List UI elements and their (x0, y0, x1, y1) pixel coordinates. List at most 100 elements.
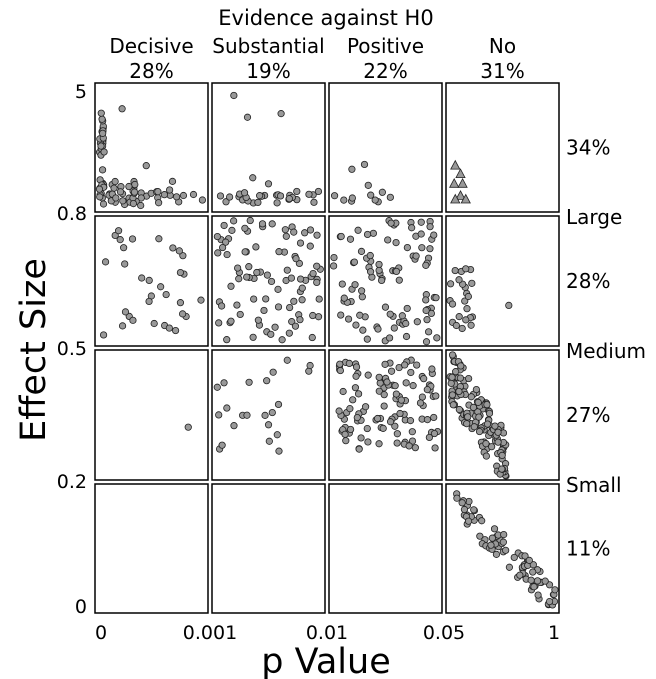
data-point (137, 201, 145, 210)
x-tick-label: 0.001 (183, 622, 237, 644)
data-point (111, 231, 119, 240)
data-point (492, 550, 501, 558)
data-point (155, 235, 163, 243)
data-point (375, 266, 383, 274)
data-point (348, 165, 356, 173)
effect-size-boundary-label: Small (566, 473, 622, 497)
data-point (458, 324, 466, 333)
data-point (215, 319, 223, 327)
data-point (131, 180, 139, 189)
data-point (216, 192, 225, 200)
data-point (276, 192, 285, 200)
data-point (283, 356, 291, 364)
data-point (458, 499, 466, 507)
data-point (505, 563, 514, 571)
data-point (97, 142, 105, 150)
data-point (125, 182, 133, 191)
data-point (245, 263, 253, 271)
data-point (464, 292, 472, 301)
data-point-triangle (457, 177, 468, 188)
data-point (371, 196, 379, 204)
data-point (373, 414, 382, 423)
data-point (241, 224, 249, 232)
data-point (494, 428, 502, 436)
data-point (398, 312, 406, 320)
data-point (157, 283, 165, 291)
data-point (384, 236, 392, 244)
data-point (168, 177, 177, 185)
data-point (339, 387, 347, 396)
data-point (386, 310, 394, 318)
data-point (275, 447, 283, 455)
data-point (267, 330, 275, 338)
data-point (417, 230, 425, 238)
data-point (269, 368, 277, 376)
data-point (310, 198, 318, 206)
data-point (354, 390, 363, 398)
data-point (274, 285, 282, 293)
data-point (271, 323, 279, 331)
data-point (426, 223, 434, 231)
data-point (250, 295, 258, 303)
data-point (112, 194, 120, 202)
data-point (213, 232, 221, 241)
data-point (499, 538, 507, 546)
data-point (386, 193, 394, 201)
data-point (498, 465, 506, 473)
data-point (488, 534, 496, 542)
data-point (282, 232, 290, 240)
data-point (351, 281, 359, 289)
data-point (428, 365, 436, 373)
data-point (267, 277, 276, 286)
data-point (218, 441, 226, 449)
data-point (448, 351, 457, 359)
data-point (296, 275, 305, 283)
data-point (336, 360, 344, 368)
data-point (401, 361, 409, 369)
data-point (226, 193, 234, 201)
data-point (376, 379, 384, 387)
data-point (380, 391, 388, 399)
data-point (218, 302, 226, 310)
data-point (268, 408, 276, 417)
data-point (387, 367, 396, 375)
data-point (265, 437, 273, 445)
data-point (367, 191, 375, 199)
data-point (223, 250, 231, 259)
data-point (179, 191, 188, 200)
data-point (402, 379, 410, 387)
data-point (483, 420, 492, 428)
data-point (234, 264, 242, 272)
data-point (243, 113, 252, 121)
data-point (98, 166, 107, 174)
data-point (352, 372, 360, 380)
data-point (118, 322, 127, 330)
panel-r0-c2 (328, 82, 443, 213)
data-point (308, 333, 316, 342)
data-point (116, 236, 124, 244)
data-point (340, 294, 348, 302)
row-percent: 34% (566, 136, 610, 160)
data-point (488, 443, 496, 451)
panels (94, 82, 560, 614)
data-point (230, 91, 238, 100)
data-point (529, 568, 537, 576)
data-point (260, 306, 268, 315)
data-point (545, 597, 554, 606)
data-point (335, 407, 343, 415)
data-point (455, 276, 463, 284)
data-point (236, 310, 244, 319)
data-point (393, 439, 401, 447)
x-tick-label: 0.01 (306, 622, 348, 644)
data-point (101, 258, 110, 266)
data-point (342, 437, 350, 445)
data-point (306, 361, 314, 370)
data-point (228, 226, 236, 234)
data-point (455, 405, 463, 414)
data-point (390, 324, 398, 332)
data-point (541, 577, 549, 585)
data-point (249, 174, 257, 182)
x-tick-label: 1 (548, 622, 560, 644)
data-point (350, 258, 359, 266)
data-point (253, 268, 261, 277)
